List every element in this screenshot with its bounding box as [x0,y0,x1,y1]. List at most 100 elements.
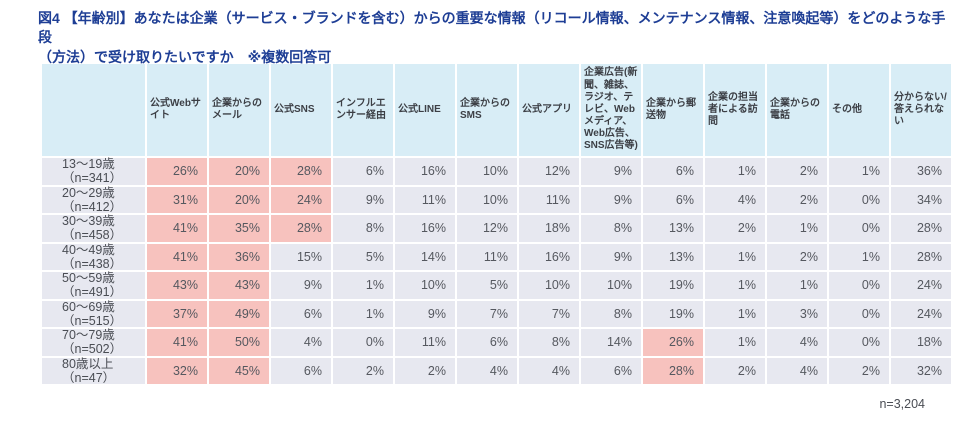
data-cell: 35 [209,215,269,242]
data-cell: 34 [891,186,951,213]
data-cell: 20 [209,186,269,213]
column-header: インフルエンサー経由 [333,64,393,156]
data-cell: 41 [147,243,207,270]
data-cell: 12 [457,215,517,242]
data-cell: 2 [767,158,827,185]
data-cell: 43 [147,272,207,299]
data-cell: 10 [581,272,641,299]
data-cell: 1 [705,243,765,270]
data-cell: 18 [891,329,951,356]
data-cell: 4 [457,357,517,384]
data-cell: 7 [519,300,579,327]
data-cell: 18 [519,215,579,242]
figure-title: 図4 【年齢別】あなたは企業（サービス・ブランドを含む）からの重要な情報（リコー… [38,9,953,67]
data-cell: 10 [457,186,517,213]
row-label: 40〜49歳 （n=438） [42,242,145,271]
row-age-label: 80歳以上 [62,356,114,371]
data-cell: 9 [395,300,455,327]
data-cell: 28 [271,158,331,185]
column-header: 分からない/答えられない [891,64,951,156]
data-cell: 28 [891,243,951,270]
row-n-label: （n=438） [62,256,123,271]
data-cell: 24 [271,186,331,213]
data-cell: 9 [581,186,641,213]
data-cell: 28 [643,357,703,384]
data-cell: 2 [705,357,765,384]
data-cell: 3 [767,300,827,327]
data-cell: 4 [705,186,765,213]
column-header: 公式Webサイト [147,64,207,156]
row-label: 50〜59歳 （n=491） [42,271,145,300]
data-cell: 4 [767,329,827,356]
data-cell: 4 [271,329,331,356]
row-label: 30〜39歳 （n=458） [42,214,145,242]
row-n-label: （n=412） [62,199,123,214]
column-header: 公式SNS [271,64,331,156]
figure-title-line2: （方法）で受け取りたいですか ※複数回答可 [38,48,332,65]
data-cell: 13 [643,243,703,270]
data-cell: 8 [581,300,641,327]
row-n-label: （n=502） [62,342,123,357]
data-cell: 2 [395,357,455,384]
data-cell: 0 [829,215,889,242]
data-cell: 10 [395,272,455,299]
row-age-label: 40〜49歳 [62,242,115,257]
data-cell: 37 [147,300,207,327]
data-cell: 1 [705,272,765,299]
data-cell: 0 [333,329,393,356]
data-cell: 26 [643,329,703,356]
data-cell: 19 [643,300,703,327]
row-n-label: （n=515） [62,313,123,328]
data-cell: 2 [829,357,889,384]
column-header: 企業からの電話 [767,64,827,156]
data-cell: 6 [643,158,703,185]
data-cell: 12 [519,158,579,185]
data-cell: 2 [705,215,765,242]
column-header: その他 [829,64,889,156]
data-cell: 31 [147,186,207,213]
data-cell: 10 [519,272,579,299]
data-cell: 11 [519,186,579,213]
data-cell: 49 [209,300,269,327]
column-header: 公式LINE [395,64,455,156]
data-cell: 15 [271,243,331,270]
row-n-label: （n=341） [62,171,123,186]
data-cell: 24 [891,272,951,299]
data-cell: 36 [209,243,269,270]
data-cell: 1 [705,329,765,356]
data-cell: 8 [333,215,393,242]
column-header: 企業から郵送物 [643,64,703,156]
data-cell: 5 [457,272,517,299]
row-age-label: 60〜69歳 [62,299,115,314]
data-cell: 6 [643,186,703,213]
data-cell: 16 [519,243,579,270]
data-cell: 1 [705,300,765,327]
data-cell: 10 [457,158,517,185]
data-cell: 13 [643,215,703,242]
data-cell: 4 [519,357,579,384]
data-cell: 20 [209,158,269,185]
row-age-label: 50〜59歳 [62,271,115,286]
column-header: 企業広告(新聞、雑誌、ラジオ、テレビ、Webメディア、Web広告、SNS広告等) [581,64,641,156]
table-corner-cell [42,64,145,156]
data-cell: 19 [643,272,703,299]
data-cell: 8 [519,329,579,356]
data-cell: 11 [457,243,517,270]
data-cell: 0 [829,329,889,356]
data-cell: 6 [581,357,641,384]
data-cell: 4 [767,357,827,384]
figure-title-line1: 図4 【年齢別】あなたは企業（サービス・ブランドを含む）からの重要な情報（リコー… [38,10,946,46]
data-cell: 24 [891,300,951,327]
data-cell: 9 [333,186,393,213]
data-cell: 6 [271,357,331,384]
data-cell: 9 [581,243,641,270]
column-header: 企業の担当者による訪問 [705,64,765,156]
data-cell: 16 [395,215,455,242]
data-cell: 9 [581,158,641,185]
data-cell: 43 [209,272,269,299]
row-n-label: （n=491） [62,285,123,300]
survey-table: 公式Webサイト 企業からのメール 公式SNS インフルエンサー経由 公式LINE 企業か… [42,64,951,385]
data-cell: 14 [395,243,455,270]
data-cell: 2 [767,186,827,213]
data-cell: 14 [581,329,641,356]
